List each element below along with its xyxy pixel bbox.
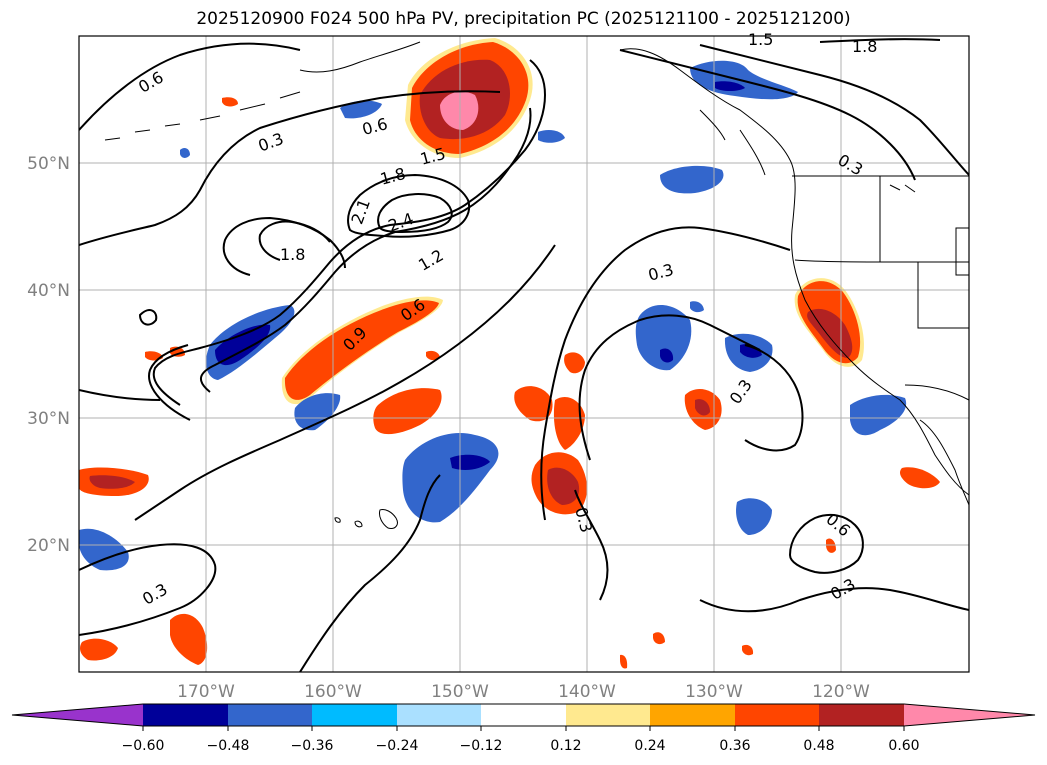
lon-label-140w: 140°W [558, 682, 616, 702]
coastlines [104, 41, 969, 529]
colorbar-segment [566, 704, 650, 726]
longitude-labels: 170°W 160°W 150°W 140°W 130°W 120°W [177, 682, 870, 702]
contour-label: 0.3 [139, 579, 171, 608]
lon-label-120w: 120°W [812, 682, 870, 702]
colorbar-segment [819, 704, 904, 726]
contour-label: 0.3 [827, 574, 859, 603]
contour-label: 0.6 [360, 114, 390, 139]
colorbar-tick-label: 0.36 [719, 738, 750, 754]
lon-label-170w: 170°W [177, 682, 235, 702]
colorbar-segment [481, 704, 566, 726]
precip-shading [79, 38, 940, 669]
plot-frame [78, 35, 970, 673]
colorbar-low-extend [12, 704, 143, 726]
contour-label: 1.5 [418, 144, 448, 169]
colorbar-tick-label: 0.60 [888, 738, 919, 754]
colorbar-tick-label: −0.48 [207, 738, 250, 754]
colorbar-tick-label: 0.48 [803, 738, 834, 754]
colorbar-high-extend [904, 704, 1035, 726]
colorbar-tick-label: 0.24 [634, 738, 665, 754]
contour-label: 1.2 [415, 245, 447, 274]
lon-label-130w: 130°W [685, 682, 743, 702]
lat-label-40n: 40°N [27, 281, 70, 301]
colorbar-segment [735, 704, 819, 726]
graticule [79, 36, 969, 672]
contour-label: 0.3 [726, 376, 756, 408]
contour-label: 0.6 [822, 509, 854, 540]
lon-label-160w: 160°W [304, 682, 362, 702]
pv-contours [79, 38, 969, 672]
contour-label: 1.8 [852, 37, 877, 56]
map-title: 2025120900 F024 500 hPa PV, precipitatio… [196, 9, 851, 29]
colorbar-tick-label: −0.60 [122, 738, 165, 754]
lat-label-50n: 50°N [27, 154, 70, 174]
lon-label-150w: 150°W [431, 682, 489, 702]
contour-label: 1.8 [280, 245, 305, 264]
colorbar-tick-label: −0.36 [291, 738, 334, 754]
lat-label-30n: 30°N [27, 409, 70, 429]
colorbar-tick-label: −0.12 [460, 738, 503, 754]
contour-label: 0.3 [571, 505, 596, 535]
contour-label: 0.3 [256, 129, 286, 156]
contour-label: 0.6 [135, 67, 167, 96]
colorbar-segment [228, 704, 312, 726]
colorbar: −0.60 −0.48 −0.36 −0.24 −0.12 0.12 0.24 … [11, 703, 1036, 754]
colorbar-segment [650, 704, 735, 726]
contour-label: 1.8 [378, 164, 408, 189]
colorbar-tick-label: 0.12 [550, 738, 581, 754]
colorbar-segment [143, 704, 228, 726]
lat-label-20n: 20°N [27, 536, 70, 556]
contour-label: 0.3 [835, 150, 867, 179]
colorbar-tick-label: −0.24 [376, 738, 419, 754]
latitude-labels: 50°N 40°N 30°N 20°N [27, 154, 70, 556]
contour-label: 0.3 [646, 260, 676, 285]
contour-label: 1.5 [748, 30, 773, 49]
contour-label: 2.1 [347, 196, 374, 226]
colorbar-segment [312, 704, 397, 726]
colorbar-segment [397, 704, 481, 726]
